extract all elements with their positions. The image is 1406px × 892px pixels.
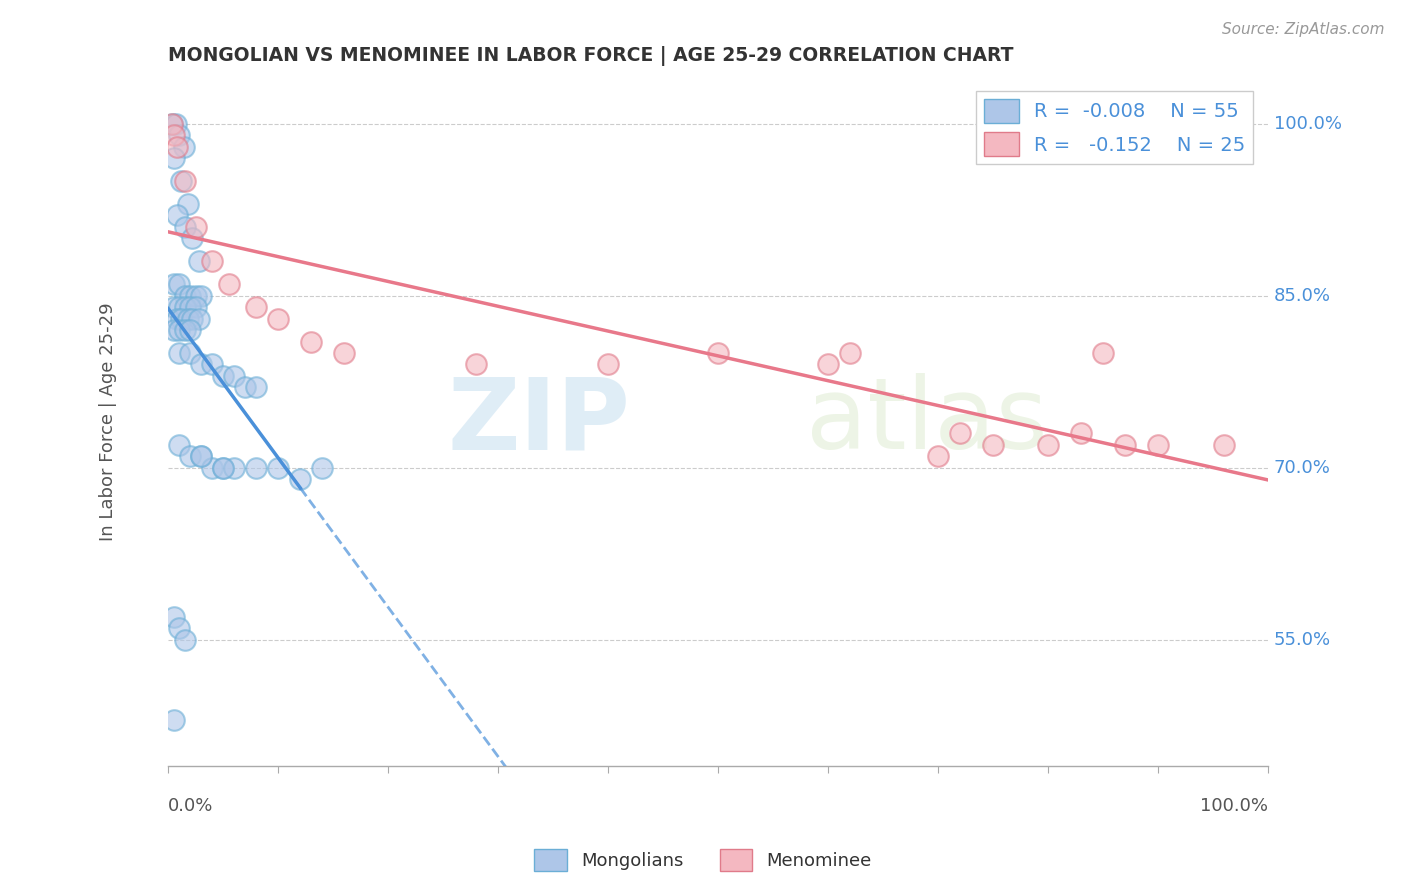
Point	[333, 346, 356, 360]
Point	[173, 632, 195, 647]
Point	[173, 323, 195, 337]
Point	[245, 460, 267, 475]
Text: Source: ZipAtlas.com: Source: ZipAtlas.com	[1222, 22, 1385, 37]
Point	[179, 300, 201, 314]
Point	[267, 311, 290, 326]
Point	[173, 174, 195, 188]
Point	[163, 277, 186, 292]
Point	[169, 277, 191, 292]
Point	[160, 117, 183, 131]
Point	[173, 139, 195, 153]
Point	[224, 460, 246, 475]
Point	[169, 128, 191, 143]
Text: atlas: atlas	[806, 373, 1047, 470]
Point	[1213, 438, 1236, 452]
Point	[179, 288, 201, 302]
Text: 70.0%: 70.0%	[1274, 458, 1330, 476]
Point	[201, 358, 224, 372]
Point	[173, 288, 195, 302]
Legend: R =  -0.008    N = 55, R =   -0.152    N = 25: R = -0.008 N = 55, R = -0.152 N = 25	[976, 91, 1253, 164]
Point	[184, 219, 207, 234]
Point	[166, 209, 188, 223]
Point	[981, 438, 1004, 452]
Point	[1070, 426, 1092, 441]
Point	[1038, 438, 1060, 452]
Point	[817, 358, 839, 372]
Text: In Labor Force | Age 25-29: In Labor Force | Age 25-29	[98, 302, 117, 541]
Point	[169, 300, 191, 314]
Point	[184, 288, 207, 302]
Text: 100.0%: 100.0%	[1274, 115, 1341, 133]
Legend: Mongolians, Menominee: Mongolians, Menominee	[527, 842, 879, 879]
Point	[311, 460, 333, 475]
Point	[1114, 438, 1136, 452]
Text: MONGOLIAN VS MENOMINEE IN LABOR FORCE | AGE 25-29 CORRELATION CHART: MONGOLIAN VS MENOMINEE IN LABOR FORCE | …	[169, 46, 1014, 66]
Text: 55.0%: 55.0%	[1274, 631, 1331, 648]
Point	[165, 117, 187, 131]
Point	[169, 323, 191, 337]
Point	[190, 288, 212, 302]
Point	[707, 346, 730, 360]
Point	[201, 254, 224, 268]
Point	[166, 139, 188, 153]
Point	[949, 426, 972, 441]
Point	[190, 449, 212, 463]
Point	[166, 311, 188, 326]
Text: 85.0%: 85.0%	[1274, 286, 1331, 305]
Point	[927, 449, 949, 463]
Point	[299, 334, 322, 349]
Point	[163, 323, 186, 337]
Point	[212, 368, 235, 383]
Point	[179, 449, 201, 463]
Point	[163, 151, 186, 165]
Point	[170, 311, 193, 326]
Point	[190, 358, 212, 372]
Point	[212, 460, 235, 475]
Point	[177, 197, 200, 211]
Point	[267, 460, 290, 475]
Point	[233, 380, 256, 394]
Point	[839, 346, 862, 360]
Point	[188, 311, 211, 326]
Point	[169, 438, 191, 452]
Point	[598, 358, 620, 372]
Point	[465, 358, 488, 372]
Point	[181, 231, 204, 245]
Point	[201, 460, 224, 475]
Point	[177, 311, 200, 326]
Point	[218, 277, 240, 292]
Point	[224, 368, 246, 383]
Point	[245, 300, 267, 314]
Point	[212, 460, 235, 475]
Text: 0.0%: 0.0%	[169, 797, 214, 814]
Point	[163, 300, 186, 314]
Point	[179, 323, 201, 337]
Point	[169, 621, 191, 635]
Point	[160, 117, 183, 131]
Point	[170, 174, 193, 188]
Point	[188, 254, 211, 268]
Point	[163, 713, 186, 727]
Point	[169, 346, 191, 360]
Point	[163, 128, 186, 143]
Text: 100.0%: 100.0%	[1201, 797, 1268, 814]
Point	[245, 380, 267, 394]
Point	[163, 609, 186, 624]
Point	[290, 472, 312, 486]
Point	[181, 311, 204, 326]
Point	[184, 300, 207, 314]
Point	[1147, 438, 1170, 452]
Text: ZIP: ZIP	[447, 373, 630, 470]
Point	[173, 300, 195, 314]
Point	[173, 219, 195, 234]
Point	[179, 346, 201, 360]
Point	[190, 449, 212, 463]
Point	[1092, 346, 1115, 360]
